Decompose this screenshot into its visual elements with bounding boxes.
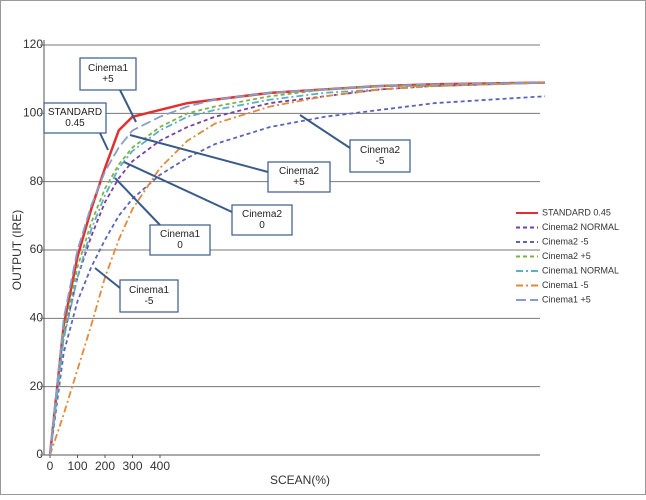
annotation-box <box>349 139 411 173</box>
x-tick-label: 0 <box>47 459 54 473</box>
annotation-text: 0 <box>259 220 265 231</box>
annotation-text: Cinema2 <box>360 145 400 156</box>
y-tick-label: 80 <box>30 174 44 188</box>
annotation-text: Cinema2 <box>242 209 282 220</box>
legend-label: Cinema2 +5 <box>542 251 591 261</box>
annotation-text: 0 <box>177 240 183 251</box>
annotation-text: +5 <box>293 177 305 188</box>
series-line <box>49 81 546 456</box>
annotation-text: -5 <box>376 156 385 167</box>
annotation-box <box>79 57 137 91</box>
annotation-pointer <box>299 114 351 149</box>
annotation-box <box>231 204 293 236</box>
legend-label: Cinema1 +5 <box>542 294 591 304</box>
y-tick-label: 40 <box>30 311 44 325</box>
series-line <box>49 81 546 456</box>
x-tick-label: 100 <box>67 459 87 473</box>
x-tick-label: 300 <box>122 459 142 473</box>
series-line <box>49 81 546 456</box>
x-tick-label: 400 <box>150 459 170 473</box>
annotation-box <box>119 279 179 313</box>
annotation: Cinema1-5 <box>94 267 179 313</box>
x-axis-label: SCEAN(%) <box>270 473 330 487</box>
legend-label: STANDARD 0.45 <box>542 207 611 217</box>
annotation-pointer <box>123 161 233 213</box>
annotation-text: STANDARD <box>48 107 102 118</box>
legend: STANDARD 0.45 Cinema2 NORMAL Cinema2 -5 Cin… <box>516 207 619 304</box>
annotation-box <box>149 224 211 256</box>
y-tick-label: 60 <box>30 242 44 256</box>
annotation-text: +5 <box>102 74 114 85</box>
annotation: Cinema2-5 <box>299 114 411 173</box>
y-tick-label: 120 <box>23 37 43 51</box>
annotation: Cinema2+5 <box>129 134 331 193</box>
annotation-pointer <box>119 89 137 123</box>
legend-label: Cinema2 -5 <box>542 236 589 246</box>
annotation-text: -5 <box>145 296 154 307</box>
series-line <box>49 95 546 456</box>
annotation-text: Cinema1 <box>129 285 169 296</box>
annotation-box <box>43 102 107 134</box>
annotation-pointer <box>99 132 109 151</box>
series-line <box>49 81 546 456</box>
y-tick-label: 100 <box>23 106 43 120</box>
annotation-text: Cinema1 <box>88 63 128 74</box>
annotation-pointer <box>129 134 269 173</box>
legend-label: Cinema1 NORMAL <box>542 265 619 275</box>
y-axis-label: OUTPUT (IRE) <box>10 210 24 290</box>
annotation-text: Cinema2 <box>279 166 319 177</box>
annotation-pointer <box>94 267 121 289</box>
annotation-box <box>267 161 331 193</box>
legend-label: Cinema2 NORMAL <box>542 222 619 232</box>
annotation-text: 0.45 <box>65 118 85 129</box>
annotation-text: Cinema1 <box>160 229 200 240</box>
legend-label: Cinema1 -5 <box>542 280 589 290</box>
x-tick-label: 200 <box>95 459 115 473</box>
y-tick-label: 0 <box>36 447 43 461</box>
annotation-pointer <box>114 177 161 226</box>
y-tick-label: 20 <box>30 379 44 393</box>
annotation: Cinema1+5 <box>79 57 137 123</box>
